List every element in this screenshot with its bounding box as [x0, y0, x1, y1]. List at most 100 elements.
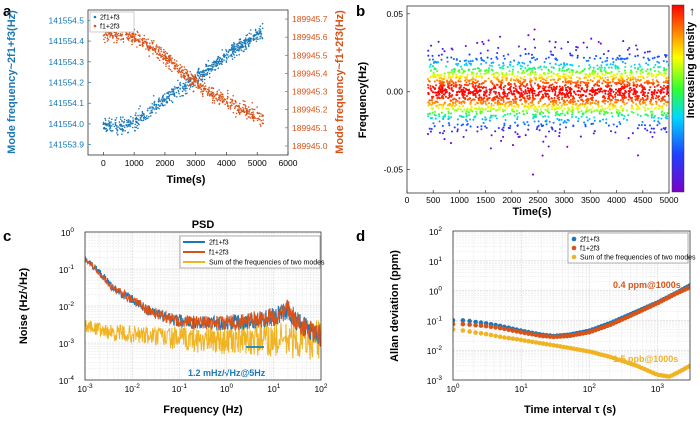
chart-a-series-0-point [177, 89, 180, 92]
chart-b-point [547, 130, 551, 133]
chart-b-point [602, 113, 606, 116]
chart-b-point [496, 51, 499, 55]
chart-b-point [665, 104, 668, 107]
chart-b-point [593, 130, 596, 133]
chart-a-series-1-point [106, 40, 109, 42]
chart-b-ytick-label: 0.05 [386, 9, 403, 19]
chart-a-xtick-label: 0 [101, 158, 106, 168]
chart-b-point [496, 57, 499, 60]
chart-a-series-1-point [130, 34, 132, 36]
chart-c-xtick-label-exp: -3 [87, 383, 93, 390]
chart-b-point [471, 59, 474, 62]
chart-a-series-1-point [199, 86, 202, 89]
chart-b-point [502, 88, 505, 91]
chart-b-point [512, 65, 515, 68]
chart-b-point [555, 102, 558, 105]
chart-d-series-2-point [510, 336, 516, 342]
chart-b-point [525, 109, 528, 112]
chart-a-series-1-point [213, 99, 216, 102]
chart-b-point [455, 91, 459, 94]
chart-b-point [666, 91, 669, 94]
chart-a-series-1-point [109, 36, 111, 38]
chart-a-series-1-point [135, 33, 137, 35]
chart-b-plot-bg [407, 6, 669, 193]
chart-b-point [618, 70, 621, 73]
chart-b-point [650, 106, 653, 109]
chart-b-point [558, 101, 561, 104]
chart-b-point [601, 100, 604, 103]
chart-b-point [470, 106, 473, 109]
chart-a-series-0-point [228, 50, 230, 52]
chart-b-point [565, 103, 568, 106]
chart-b-point [589, 66, 592, 69]
chart-b-point [646, 68, 649, 71]
chart-d-series-2-point [533, 340, 539, 345]
chart-b-point [654, 97, 657, 100]
chart-a-series-1-point [146, 44, 148, 47]
chart-b-point [513, 59, 516, 62]
chart-b-point [522, 78, 525, 81]
chart-b-point [511, 70, 514, 73]
chart-b-point [531, 113, 535, 116]
chart-b-point [581, 80, 585, 84]
chart-a-series-1-point [256, 119, 259, 122]
chart-a-series-0-point [239, 48, 241, 51]
legend-c-label-1: 2f1+f3 [209, 240, 229, 247]
chart-b-point [465, 94, 469, 98]
chart-d-series-2-point [529, 339, 535, 345]
chart-a-series-0-point [153, 104, 155, 107]
chart-b-point [469, 125, 472, 128]
chart-a-series-1-point [207, 91, 210, 93]
chart-a-series-0-point [157, 106, 159, 109]
chart-b-point [441, 82, 444, 85]
chart-b-point [632, 78, 635, 81]
chart-b-point [643, 124, 647, 127]
chart-a-series-0-point [207, 60, 210, 62]
chart-a-series-0-point [261, 37, 264, 39]
chart-b-point [463, 101, 466, 104]
chart-b-point [439, 90, 442, 94]
chart-a-series-1-point [165, 63, 167, 65]
chart-d-series-0-point [460, 318, 466, 323]
chart-a-series-1-point [154, 47, 156, 50]
chart-b-point [617, 114, 620, 117]
chart-a-series-1-point [150, 46, 153, 49]
chart-b-point [473, 107, 476, 110]
chart-b-point [642, 77, 645, 80]
chart-b-point [445, 79, 449, 82]
chart-b-point [599, 77, 603, 80]
chart-b-point [527, 98, 531, 101]
chart-b-point [477, 67, 480, 70]
chart-b-point [517, 135, 520, 139]
chart-b-point [467, 97, 471, 101]
chart-a-series-0-point [231, 44, 233, 47]
chart-b-point [594, 99, 598, 102]
chart-a-series-1-point [134, 37, 137, 40]
chart-b-point [582, 41, 585, 44]
chart-b-point [429, 87, 432, 91]
chart-a-series-0-point [209, 64, 211, 67]
chart-b-point [652, 127, 655, 130]
chart-a-series-0-point [142, 119, 145, 122]
chart-b-point [623, 79, 626, 83]
chart-a-series-0-point [236, 45, 239, 47]
chart-b-point [554, 114, 557, 117]
chart-b-point [635, 80, 638, 83]
chart-b-point [550, 126, 553, 129]
chart-a-series-1-point [216, 90, 219, 93]
chart-a-series-0-point [150, 110, 152, 112]
chart-b-point [450, 86, 453, 90]
chart-b-point [431, 111, 434, 114]
chart-b-point [572, 100, 575, 104]
chart-b-point [594, 83, 597, 86]
chart-a-series-0-point [214, 60, 217, 63]
chart-b-point [490, 134, 493, 137]
chart-b-point [570, 74, 573, 77]
chart-b-point [591, 101, 594, 105]
chart-a-series-1-point [211, 94, 213, 97]
chart-b-point [473, 87, 476, 90]
chart-a-series-0-point [120, 123, 122, 126]
chart-b-point [665, 77, 668, 80]
chart-b-point [652, 82, 655, 85]
chart-b-point [519, 80, 522, 83]
